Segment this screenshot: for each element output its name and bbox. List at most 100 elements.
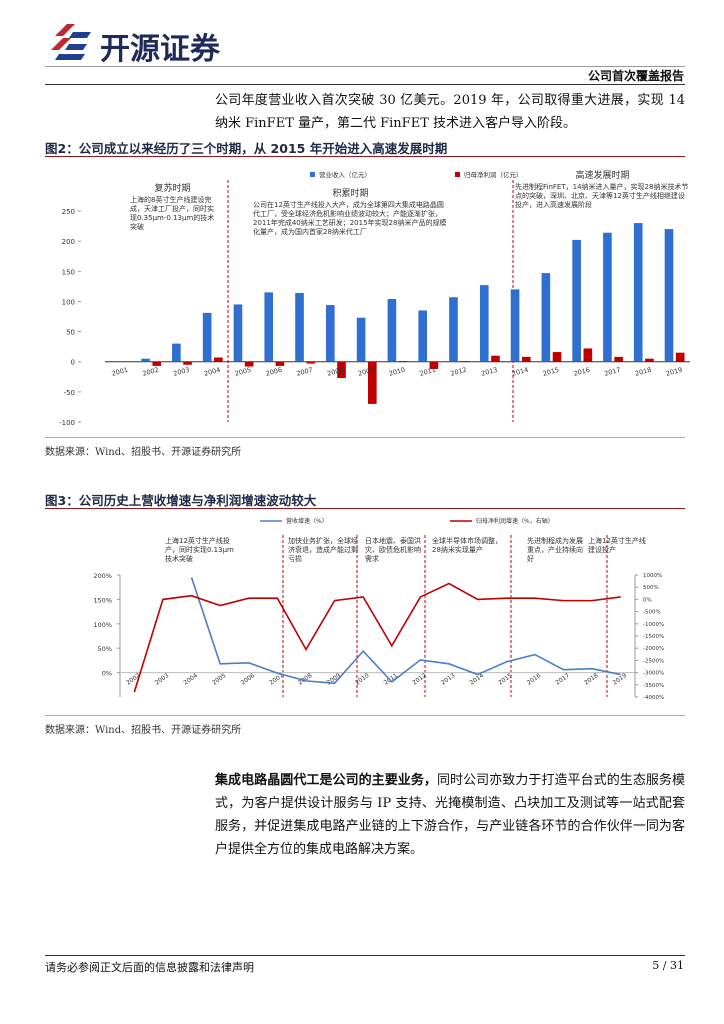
x-tick-label: 2007 bbox=[296, 366, 314, 378]
bar bbox=[429, 361, 439, 369]
body-text: 同时公司亦致力于打造平台式的生态服务模式，为客户提供设计服务与 IP 支持、光掩… bbox=[215, 773, 685, 857]
chart: -100 -50 0 50 100 150 200 250 2001 2002 2003 2004 20… bbox=[45, 160, 695, 435]
chart-svg: -100 -50 0 50 100 150 200 250 2001 2002 2003 2004 20… bbox=[59, 170, 690, 427]
x-tick-label: 2016 bbox=[526, 672, 543, 687]
bar bbox=[172, 343, 181, 362]
x-tick-label: 2004 bbox=[182, 672, 199, 687]
annotation-title: 积累时期 bbox=[332, 189, 369, 199]
header-rule bbox=[45, 84, 685, 85]
bar bbox=[664, 229, 674, 362]
bar bbox=[356, 317, 366, 362]
x-tick-label: 2014 bbox=[511, 366, 529, 378]
legend-label: 归母净利润增速（%，右轴） bbox=[476, 517, 554, 525]
y-tick-label: 200% bbox=[93, 572, 112, 580]
intro: 公司年度营业收入首次突破 30 亿美元。2019 年，公司取得重大进展，实现 1… bbox=[215, 93, 685, 131]
source-rule bbox=[45, 437, 685, 438]
bar bbox=[264, 292, 274, 362]
x-tick-label: 2005 bbox=[211, 672, 228, 687]
y-tick-label: 100 bbox=[62, 298, 75, 306]
x-tick-label: 2010 bbox=[388, 366, 406, 378]
y-tick-label: -100 bbox=[59, 419, 75, 427]
bar bbox=[449, 297, 458, 362]
bar bbox=[387, 299, 397, 362]
footer-rule bbox=[45, 955, 685, 956]
bar bbox=[418, 310, 427, 362]
y2-tick-label: 0% bbox=[643, 597, 652, 603]
report-type: 公司首次覆盖报告 bbox=[587, 69, 684, 83]
annotation: 上海12英寸生产线建设投产 bbox=[588, 537, 646, 554]
bar bbox=[675, 352, 685, 362]
bar bbox=[244, 361, 254, 367]
annotation-text: 公司在12英寸生产线投入大产，成为全球第四大集成电路晶圆代工厂，受全球经济危机影… bbox=[253, 201, 447, 236]
annotation-text: 上海的8英寸生产线建设完成，天津工厂投产，同时实现0.35μm-0.13μm的技… bbox=[130, 196, 215, 231]
x-tick-label: 2011 bbox=[419, 366, 437, 378]
bar bbox=[603, 232, 612, 362]
bar bbox=[275, 361, 285, 366]
chart-svg: 0% 50% 100% 150% 200% -4000% -3500% -3000% -2500… bbox=[93, 517, 664, 701]
figure-title: 图2：公司成立以来经历了三个时期，从 2015 年开始进入高速发展时期 bbox=[45, 141, 448, 156]
chart: 0% 50% 100% 150% 200% -4000% -3500% -3000% -2500… bbox=[45, 510, 695, 715]
x-tick-label: 2005 bbox=[234, 366, 252, 378]
legend-label: 归母净利润（亿元） bbox=[464, 170, 523, 179]
bar bbox=[214, 357, 223, 362]
y-tick-label: 150% bbox=[93, 596, 112, 604]
y2-tick-label: 1000% bbox=[643, 573, 662, 579]
x-tick-label: 2013 bbox=[440, 672, 457, 687]
x-tick-label: 2016 bbox=[573, 366, 591, 378]
x-tick-label: 2017 bbox=[603, 366, 621, 378]
bar bbox=[541, 273, 551, 362]
bar bbox=[306, 361, 316, 364]
source: 数据来源：Wind、招股书、开源证券研究所 bbox=[45, 725, 242, 736]
x-tick-label: 2009 bbox=[325, 672, 342, 687]
y2-tick-label: -1000% bbox=[643, 622, 664, 628]
x-tick-label: 2006 bbox=[240, 672, 257, 687]
legend-swatch bbox=[310, 172, 315, 177]
body-paragraph: 集成电路晶圆代工是公司的主要业务，同时公司亦致力于打造平台式的生态服务模式，为客… bbox=[215, 769, 685, 861]
x-tick-label: 2013 bbox=[480, 366, 498, 378]
annotation-title: 复苏时期 bbox=[154, 184, 191, 194]
x-tick-label: 2012 bbox=[411, 672, 428, 687]
line-series bbox=[133, 582, 621, 693]
y-tick-label: 50% bbox=[98, 645, 112, 653]
line-series bbox=[190, 577, 621, 685]
x-tick-label: 2003 bbox=[154, 672, 171, 687]
y2-tick-label: -500% bbox=[643, 610, 661, 616]
annotation: 加快业务扩张，全球经济衰退，造成产能过剩亏损 bbox=[288, 537, 358, 563]
bar bbox=[295, 292, 304, 362]
x-tick-label: 2001 bbox=[111, 366, 129, 378]
x-tick-label: 2003 bbox=[172, 366, 190, 378]
bar bbox=[614, 356, 623, 362]
bar bbox=[583, 348, 593, 362]
logo-text: 开源证券 bbox=[100, 32, 220, 67]
y2-tick-label: -3000% bbox=[643, 671, 664, 677]
x-tick-label: 2017 bbox=[554, 672, 571, 687]
y-tick-label: 200 bbox=[62, 238, 75, 246]
y2-tick-label: -4000% bbox=[643, 695, 664, 701]
y2-tick-label: -3500% bbox=[643, 683, 664, 689]
annotation: 积累时期公司在12英寸生产线投入大产，成为全球第四大集成电路晶圆代工厂，受全球经… bbox=[253, 190, 448, 237]
bar bbox=[552, 352, 562, 362]
y2-tick-label: -2000% bbox=[643, 646, 664, 652]
y2-tick-label: -2500% bbox=[643, 658, 664, 664]
bar bbox=[521, 356, 531, 362]
body-bold: 集成电路晶圆代工是公司的主要业务， bbox=[215, 773, 437, 788]
x-tick-label: 2018 bbox=[634, 366, 652, 378]
legend-label: 营收增速（%） bbox=[286, 517, 328, 525]
annotation: 日本地震、泰国洪灾、欧债危机影响需求 bbox=[365, 537, 421, 563]
bar bbox=[633, 223, 643, 362]
bar bbox=[572, 239, 581, 362]
annotation: 上海12英寸生产线投产，同时实现0.13μm技术突破 bbox=[165, 537, 234, 563]
y-tick-label: 0 bbox=[71, 359, 75, 367]
y-tick-label: 100% bbox=[93, 621, 112, 629]
y-tick-label: 0% bbox=[102, 670, 112, 678]
annotation-text: 先进制程FinFET，14纳米进入量产，实现28纳米技术节点的突破，深圳、北京、… bbox=[515, 183, 689, 209]
bar bbox=[202, 312, 212, 362]
x-tick-label: 2006 bbox=[265, 366, 283, 378]
annotation: 高速发展时期 先进制程FinFET，14纳米进入量产，实现28纳米技术节点的突破，… bbox=[515, 172, 690, 210]
x-tick-label: 2018 bbox=[583, 672, 600, 687]
bar bbox=[510, 289, 520, 362]
annotation: 先进制程成为发展重点，产业持续向好 bbox=[527, 537, 583, 563]
source: 数据来源：Wind、招股书、开源证券研究所 bbox=[45, 447, 242, 458]
bar bbox=[183, 361, 192, 365]
